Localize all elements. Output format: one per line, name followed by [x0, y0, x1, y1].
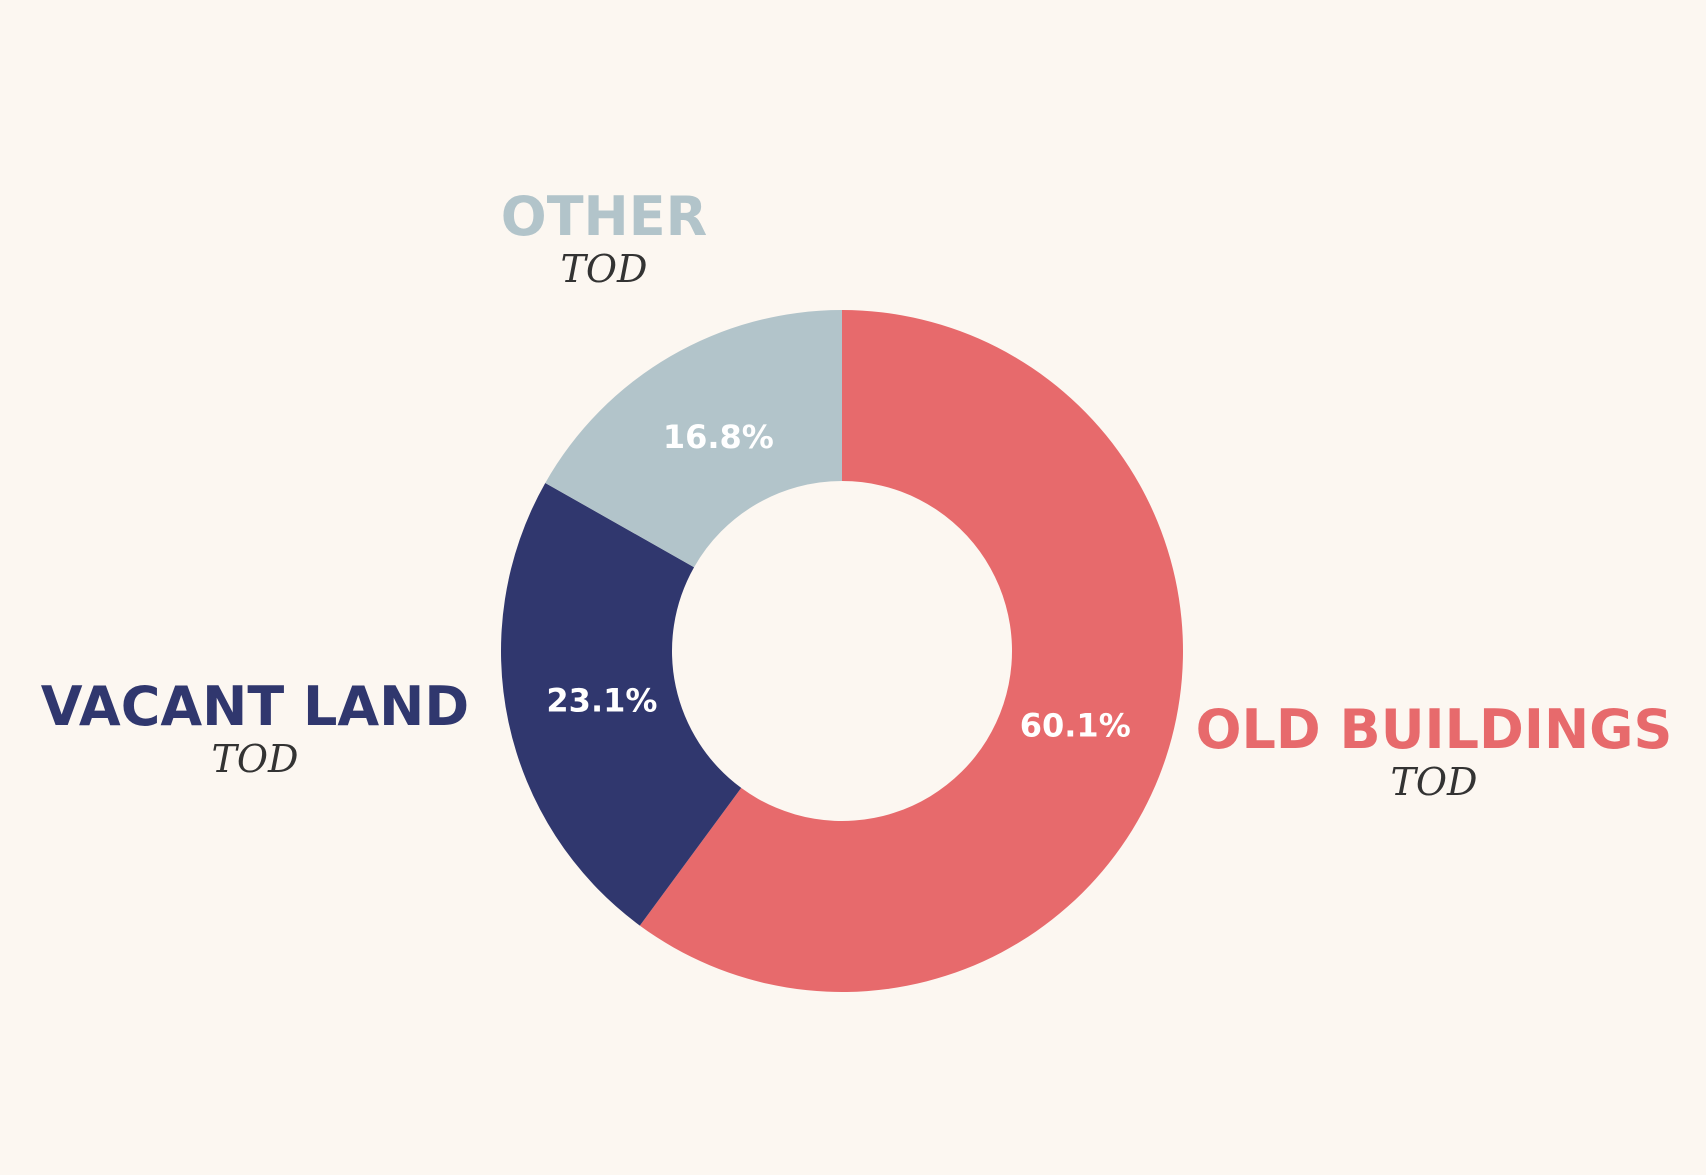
donut-slices: [500, 310, 1183, 992]
donut-value-labels: 60.1% 23.1% 16.8%: [546, 418, 1130, 745]
value-label-vacant-land: 23.1%: [546, 681, 657, 719]
label-other: OTHER TOD: [500, 185, 708, 291]
slice-vacant-land: [500, 482, 742, 926]
label-vacant-land-sub: TOD: [211, 737, 299, 781]
label-other-sub: TOD: [560, 247, 648, 291]
label-old-buildings-sub: TOD: [1390, 760, 1478, 804]
label-old-buildings: OLD BUILDINGS TOD: [1195, 698, 1673, 804]
value-label-other: 16.8%: [663, 418, 774, 456]
value-label-old-buildings: 60.1%: [1020, 707, 1131, 745]
label-vacant-land-name: VACANT LAND: [40, 675, 470, 738]
label-vacant-land: VACANT LAND TOD: [40, 675, 470, 781]
slice-old-buildings: [639, 310, 1183, 992]
label-old-buildings-name: OLD BUILDINGS: [1195, 698, 1673, 761]
label-other-name: OTHER: [500, 185, 708, 248]
slice-other: [545, 310, 842, 568]
